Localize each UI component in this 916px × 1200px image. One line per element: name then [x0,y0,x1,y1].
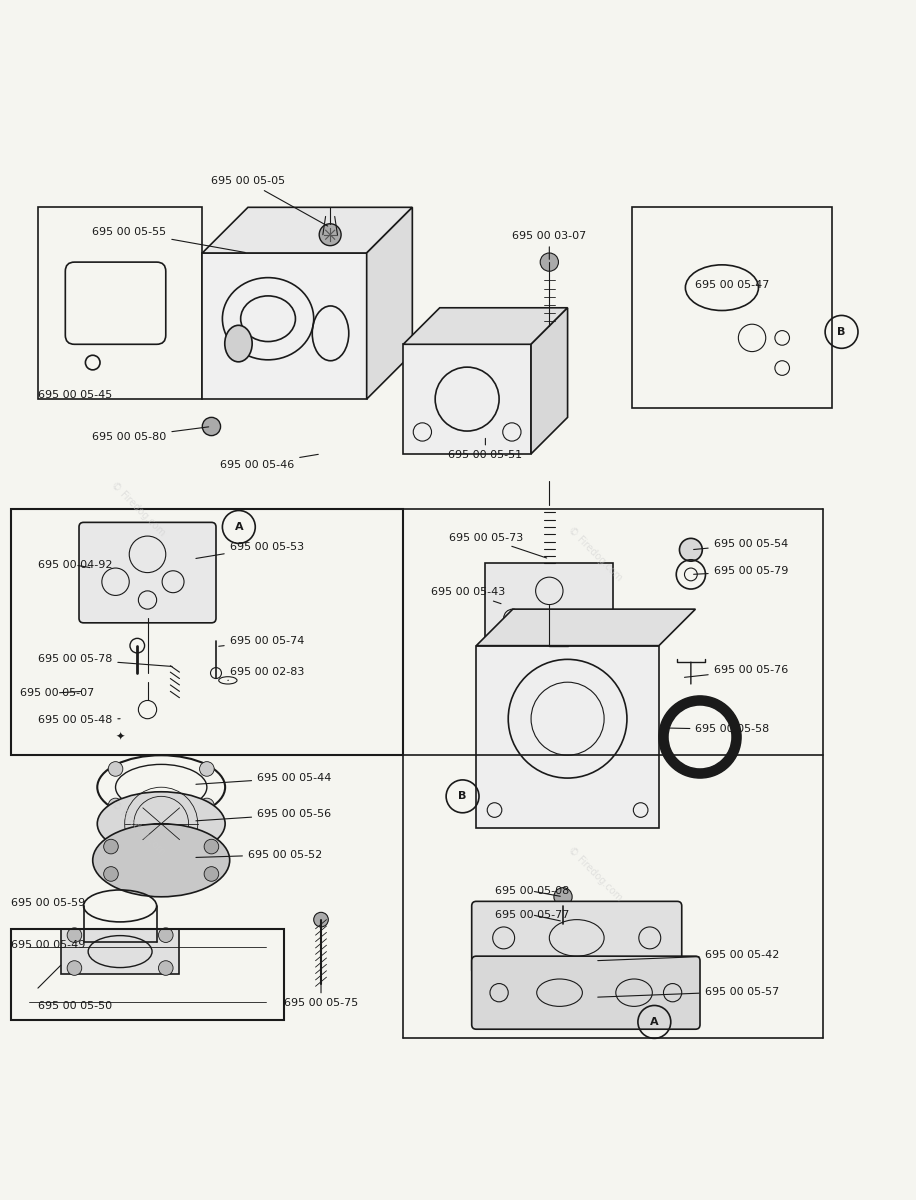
Ellipse shape [224,325,252,362]
Ellipse shape [93,823,230,896]
Circle shape [200,798,214,812]
Circle shape [200,762,214,776]
Polygon shape [60,929,180,974]
Text: 695 00 05-05: 695 00 05-05 [211,176,328,226]
Text: 695 00 04-92: 695 00 04-92 [38,560,113,570]
Text: 695 00 05-74: 695 00 05-74 [219,636,304,647]
Text: 695 00 05-59: 695 00 05-59 [10,898,85,908]
Text: © Firedog.com: © Firedog.com [109,480,168,538]
FancyBboxPatch shape [472,956,700,1030]
Polygon shape [366,208,412,400]
Circle shape [108,798,123,812]
Polygon shape [202,253,366,400]
Text: 695 00 05-52: 695 00 05-52 [196,850,322,859]
Text: 695 00 05-46: 695 00 05-46 [220,455,318,469]
Text: © Firedog.com: © Firedog.com [566,845,624,904]
Text: 695 00 05-58: 695 00 05-58 [661,725,769,734]
Text: A: A [234,522,243,532]
Text: B: B [458,791,467,802]
Text: 695 00 05-48: 695 00 05-48 [38,715,120,725]
Circle shape [319,223,341,246]
Polygon shape [403,307,568,344]
Circle shape [313,912,328,926]
Circle shape [104,866,118,881]
Text: 695 00 05-44: 695 00 05-44 [196,773,332,785]
Text: A: A [650,1016,659,1027]
Ellipse shape [680,539,703,562]
Text: 695 00 05-76: 695 00 05-76 [684,665,788,677]
Text: 695 00 05-49: 695 00 05-49 [10,940,85,950]
Text: 695 00 05-08: 695 00 05-08 [495,886,569,896]
Text: 695 00 05-73: 695 00 05-73 [449,533,547,558]
Text: 695 00 05-43: 695 00 05-43 [431,588,505,604]
Text: 695 00 05-57: 695 00 05-57 [598,986,779,997]
FancyBboxPatch shape [79,522,216,623]
Circle shape [556,914,571,929]
Polygon shape [476,646,659,828]
Text: 695 00 05-47: 695 00 05-47 [694,280,769,290]
Circle shape [204,839,219,854]
Text: 695 00 05-75: 695 00 05-75 [284,982,358,1008]
Text: 695 00 05-54: 695 00 05-54 [693,539,788,550]
Ellipse shape [97,792,225,856]
Polygon shape [485,564,613,646]
Text: 695 00 05-53: 695 00 05-53 [196,541,304,558]
Circle shape [204,866,219,881]
Text: 695 00 05-80: 695 00 05-80 [93,427,209,442]
Text: 695 00 05-78: 695 00 05-78 [38,654,172,666]
Circle shape [108,762,123,776]
Circle shape [540,253,559,271]
Text: 695 00 05-79: 695 00 05-79 [693,566,788,576]
Text: 695 00 02-83: 695 00 02-83 [228,667,304,680]
Circle shape [158,928,173,942]
Polygon shape [202,208,412,253]
Polygon shape [403,344,531,454]
Circle shape [158,961,173,976]
Circle shape [67,928,82,942]
FancyBboxPatch shape [472,901,682,974]
Text: 695 00 03-07: 695 00 03-07 [512,232,586,259]
Text: © Firedog.com: © Firedog.com [109,799,168,857]
Text: 695 00 05-42: 695 00 05-42 [598,950,779,961]
Text: 695 00 05-56: 695 00 05-56 [196,809,332,821]
Text: B: B [837,326,845,337]
Circle shape [554,888,572,906]
Text: 695 00 05-50: 695 00 05-50 [38,1001,112,1012]
Polygon shape [531,307,568,454]
Text: © Firedog.com: © Firedog.com [566,526,624,583]
Circle shape [202,418,221,436]
Text: 695 00 05-07: 695 00 05-07 [19,688,94,698]
Text: 695 00 05-55: 695 00 05-55 [93,227,245,252]
Polygon shape [476,610,695,646]
Text: 695 00 05-51: 695 00 05-51 [448,438,522,461]
Text: 695 00 05-45: 695 00 05-45 [38,390,112,400]
Text: 695 00 05-77: 695 00 05-77 [495,910,569,920]
Text: ✦: ✦ [115,732,125,742]
Circle shape [104,839,118,854]
Circle shape [67,961,82,976]
